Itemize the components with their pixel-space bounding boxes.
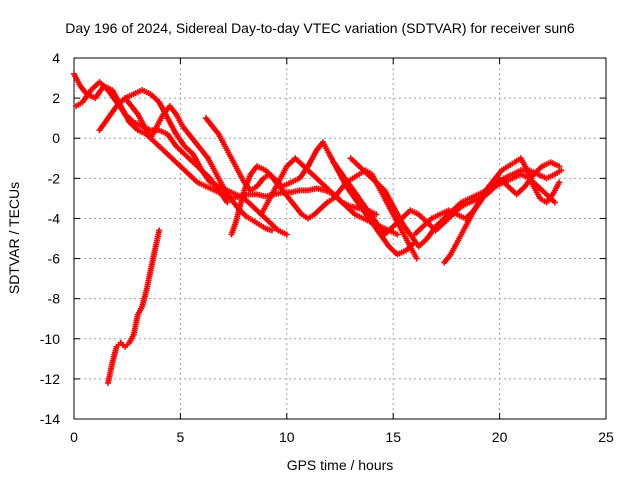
grid (74, 58, 606, 419)
y-tick-label: -14 (40, 411, 60, 427)
data-point (156, 227, 163, 234)
data-point (556, 163, 563, 170)
data-point (413, 255, 420, 262)
y-tick-label: -6 (48, 251, 61, 267)
data-point (373, 211, 380, 218)
y-axis-label: SDTVAR / TECUs (6, 182, 22, 294)
x-axis-label: GPS time / hours (287, 457, 394, 473)
data-point (283, 231, 290, 238)
y-tick-label: -4 (48, 210, 61, 226)
x-tick-label: 25 (598, 429, 614, 445)
y-tick-label: 0 (52, 130, 60, 146)
y-tick-label: -10 (40, 331, 60, 347)
data-point (268, 227, 275, 234)
data-point (224, 199, 231, 206)
chart-title: Day 196 of 2024, Sidereal Day-to-day VTE… (65, 20, 575, 36)
data-point (551, 199, 558, 206)
x-tick-label: 20 (492, 429, 508, 445)
y-tick-label: -2 (48, 170, 61, 186)
y-tick-label: 4 (52, 50, 60, 66)
x-tick-label: 10 (279, 429, 295, 445)
x-tick-label: 5 (177, 429, 185, 445)
data-points (71, 71, 565, 386)
y-tick-label: -8 (48, 291, 61, 307)
x-tick-label: 0 (70, 429, 78, 445)
y-tick-label: 2 (52, 90, 60, 106)
data-point (394, 231, 401, 238)
plot-frame (73, 57, 607, 420)
y-tick-label: -12 (40, 371, 60, 387)
data-point (556, 179, 563, 186)
x-tick-label: 15 (385, 429, 401, 445)
data-point (558, 167, 565, 174)
